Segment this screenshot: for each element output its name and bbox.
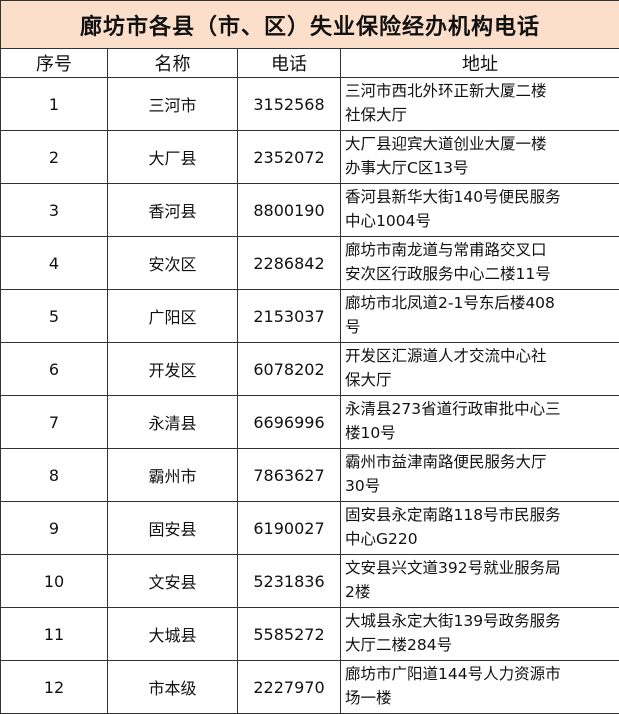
address-line: 廊坊市北凤道2-1号东后楼408 — [345, 291, 619, 315]
cell-address: 固安县永定南路118号市民服务中心G220 — [341, 502, 619, 555]
cell-no: 3 — [1, 184, 108, 237]
address-line: 社保大厅 — [345, 103, 619, 127]
cell-name: 三河市 — [108, 78, 238, 131]
cell-no: 2 — [1, 131, 108, 184]
address-line: 三河市西北外环正新大厦二楼 — [345, 79, 619, 103]
cell-address: 廊坊市广阳道144号人力资源市场一楼 — [341, 661, 619, 714]
cell-name: 开发区 — [108, 343, 238, 396]
address-line: 文安县兴文道392号就业服务局 — [345, 556, 619, 580]
cell-no: 1 — [1, 78, 108, 131]
address-line: 大厂县迎宾大道创业大厦一楼 — [345, 132, 619, 156]
cell-phone: 5585272 — [238, 608, 341, 661]
cell-phone: 2153037 — [238, 290, 341, 343]
address-line: 中心1004号 — [345, 209, 619, 233]
cell-phone: 7863627 — [238, 449, 341, 502]
cell-address: 三河市西北外环正新大厦二楼社保大厅 — [341, 78, 619, 131]
cell-no: 8 — [1, 449, 108, 502]
cell-name: 香河县 — [108, 184, 238, 237]
cell-phone: 8800190 — [238, 184, 341, 237]
cell-phone: 2227970 — [238, 661, 341, 714]
header-no: 序号 — [1, 49, 108, 78]
cell-address: 开发区汇源道人才交流中心社保大厅 — [341, 343, 619, 396]
header-address: 地址 — [341, 49, 619, 78]
table-title: 廊坊市各县（市、区）失业保险经办机构电话 — [1, 1, 619, 49]
cell-name: 市本级 — [108, 661, 238, 714]
cell-name: 大城县 — [108, 608, 238, 661]
address-line: 楼10号 — [345, 421, 619, 445]
cell-phone: 3152568 — [238, 78, 341, 131]
address-line: 廊坊市广阳道144号人力资源市 — [345, 662, 619, 686]
cell-address: 廊坊市南龙道与常甫路交叉口安次区行政服务中心二楼11号 — [341, 237, 619, 290]
cell-address: 香河县新华大街140号便民服务中心1004号 — [341, 184, 619, 237]
cell-no: 10 — [1, 555, 108, 608]
address-line: 办事大厅C区13号 — [345, 156, 619, 180]
cell-phone: 2352072 — [238, 131, 341, 184]
cell-no: 9 — [1, 502, 108, 555]
address-line: 保大厅 — [345, 368, 619, 392]
header-row: 序号 名称 电话 地址 — [1, 49, 619, 78]
cell-phone: 6190027 — [238, 502, 341, 555]
header-name: 名称 — [108, 49, 238, 78]
cell-no: 7 — [1, 396, 108, 449]
cell-no: 11 — [1, 608, 108, 661]
cell-address: 永清县273省道行政审批中心三楼10号 — [341, 396, 619, 449]
cell-address: 大城县永定大街139号政务服务大厅二楼284号 — [341, 608, 619, 661]
address-line: 场一楼 — [345, 686, 619, 710]
address-line: 廊坊市南龙道与常甫路交叉口 — [345, 238, 619, 262]
address-line: 中心G220 — [345, 527, 619, 551]
cell-name: 文安县 — [108, 555, 238, 608]
cell-name: 霸州市 — [108, 449, 238, 502]
header-phone: 电话 — [238, 49, 341, 78]
address-line: 2楼 — [345, 580, 619, 604]
address-line: 30号 — [345, 474, 619, 498]
cell-name: 永清县 — [108, 396, 238, 449]
cell-phone: 6696996 — [238, 396, 341, 449]
cell-phone: 2286842 — [238, 237, 341, 290]
cell-address: 大厂县迎宾大道创业大厦一楼办事大厅C区13号 — [341, 131, 619, 184]
address-line: 香河县新华大街140号便民服务 — [345, 185, 619, 209]
cell-name: 广阳区 — [108, 290, 238, 343]
address-line: 开发区汇源道人才交流中心社 — [345, 344, 619, 368]
cell-no: 6 — [1, 343, 108, 396]
address-line: 永清县273省道行政审批中心三 — [345, 397, 619, 421]
address-line: 号 — [345, 315, 619, 339]
cell-phone: 5231836 — [238, 555, 341, 608]
cell-phone: 6078202 — [238, 343, 341, 396]
cell-no: 5 — [1, 290, 108, 343]
cell-no: 12 — [1, 661, 108, 714]
address-line: 霸州市益津南路便民服务大厅 — [345, 450, 619, 474]
cell-name: 大厂县 — [108, 131, 238, 184]
cell-name: 固安县 — [108, 502, 238, 555]
address-line: 固安县永定南路118号市民服务 — [345, 503, 619, 527]
cell-name: 安次区 — [108, 237, 238, 290]
address-line: 大城县永定大街139号政务服务 — [345, 609, 619, 633]
cell-no: 4 — [1, 237, 108, 290]
address-line: 大厅二楼284号 — [345, 633, 619, 657]
address-line: 安次区行政服务中心二楼11号 — [345, 262, 619, 286]
